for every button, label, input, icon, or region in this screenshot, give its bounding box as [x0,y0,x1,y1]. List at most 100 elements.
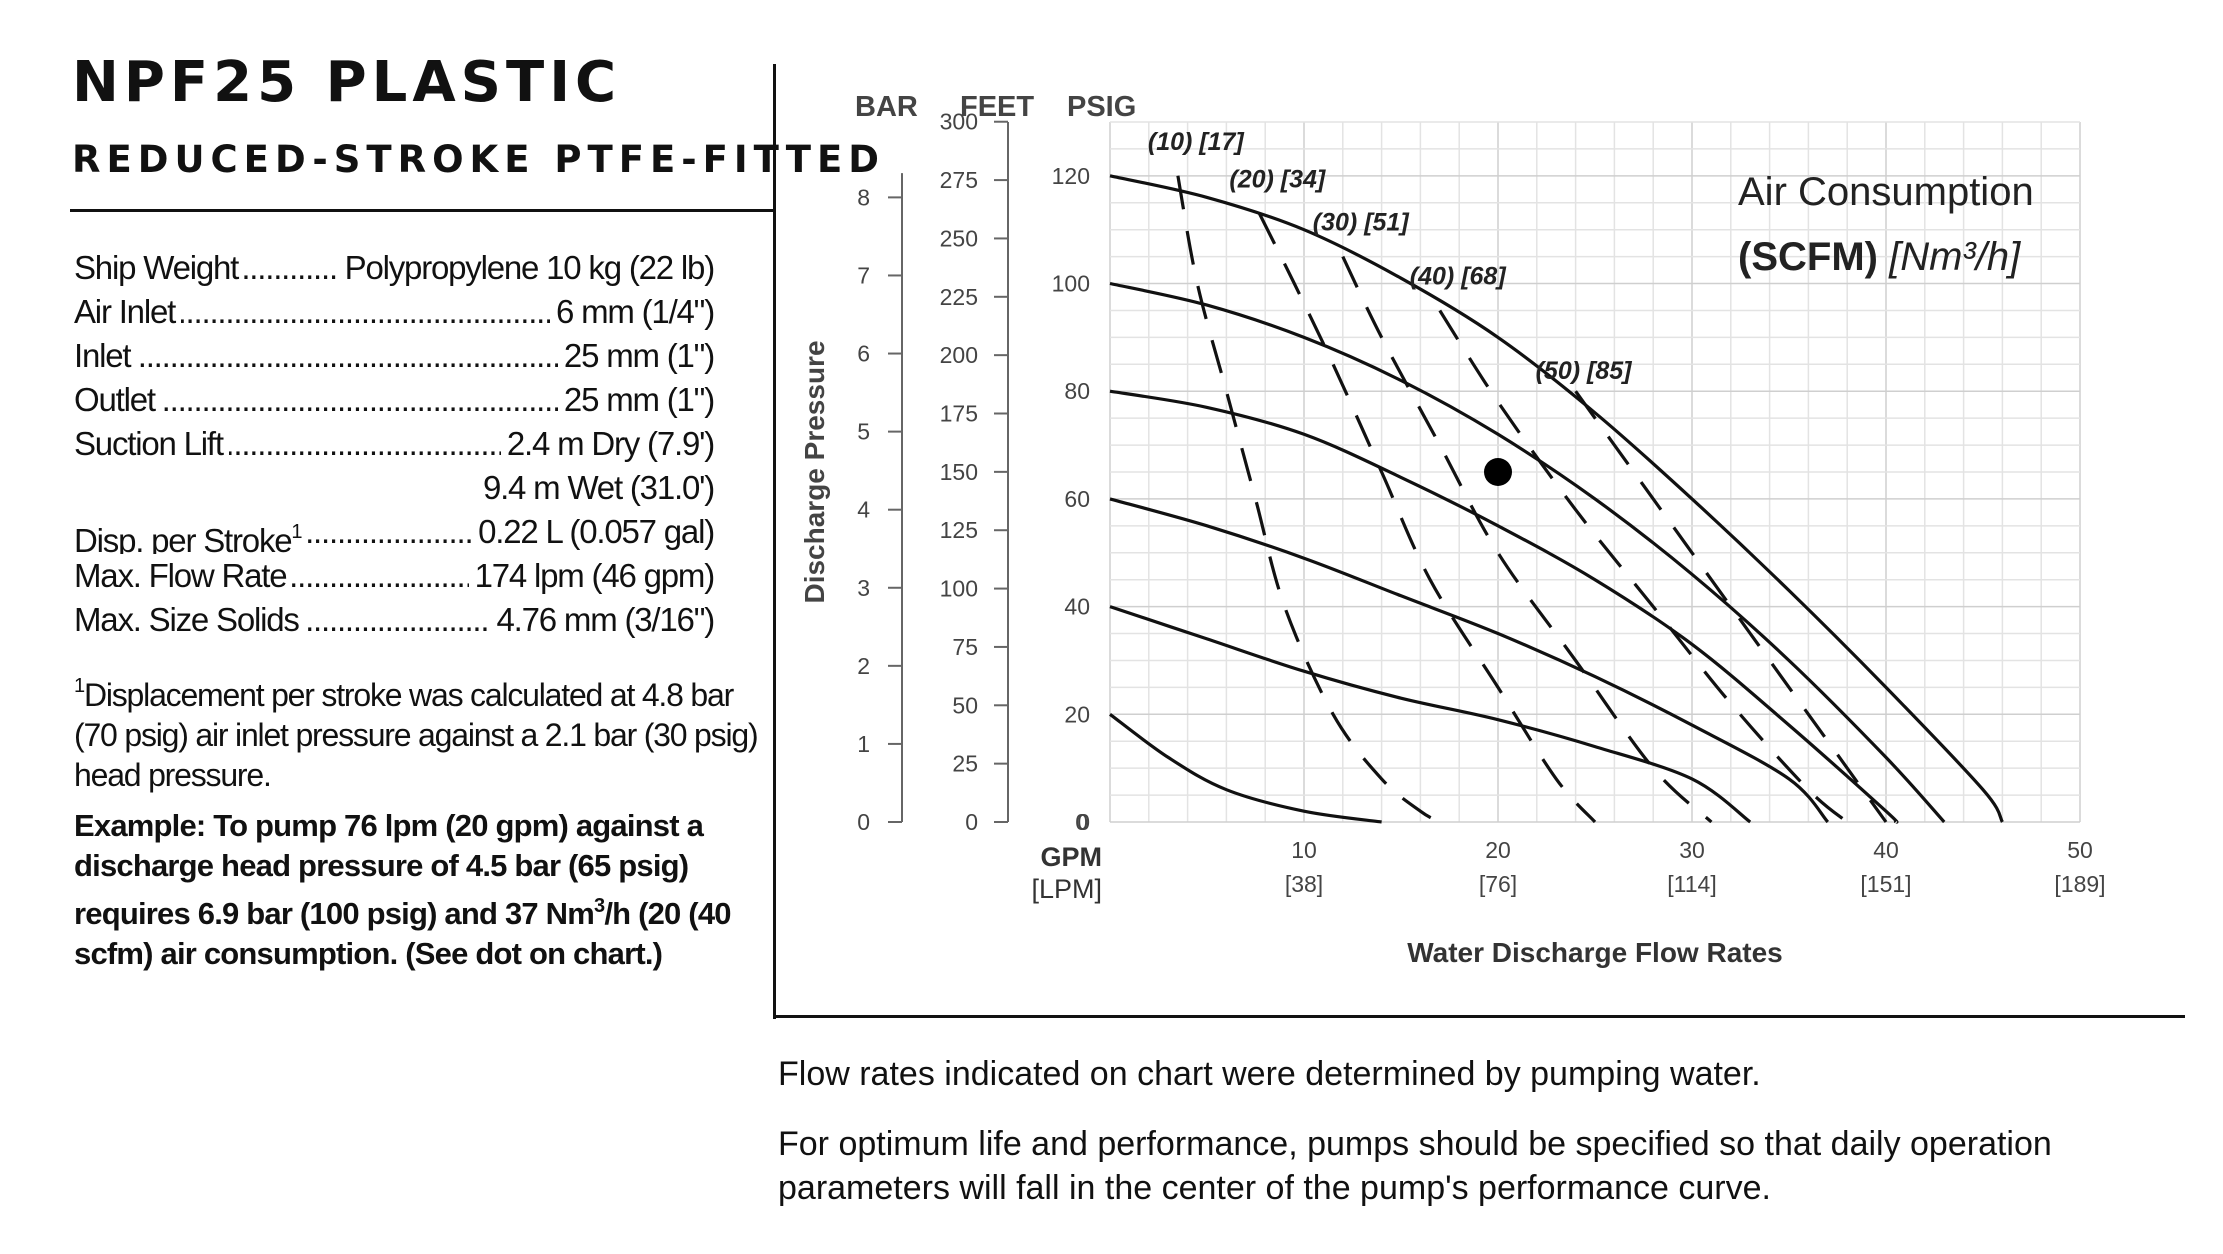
feet-tick-label: 175 [940,401,978,427]
spec-label: Max. Size Solids [74,598,305,642]
spec-label: Ship Weight [74,246,245,290]
air-consumption-curve [1257,212,1597,824]
psig-tick-label: 20 [1064,701,1090,727]
x-tick-label: 0 [1075,809,1088,835]
footnote-ref: 1 [291,521,302,543]
operating-point-dot [1484,458,1512,486]
x-tick-sublabel: [189] [2054,871,2105,897]
example-text: Example: To pump 76 lpm (20 gpm) against… [74,806,774,974]
spec-value: 0.22 L (0.057 gal) [472,510,714,554]
x-tick-label: 50 [2067,837,2093,863]
air-inlet-curve-80psig [1109,389,1899,824]
psig-tick-label: 40 [1064,594,1090,620]
psig-tick-label: 0 [1077,809,1090,835]
note-1: Flow rates indicated on chart were deter… [778,1055,1761,1093]
bar-tick-label: 3 [857,575,870,601]
feet-tick-label: 75 [952,634,978,660]
air-consumption-label: (30) [51] [1313,209,1411,237]
spec-label: Air Inlet [74,290,182,334]
x-tick-sublabel: [114] [1667,871,1716,897]
spec-row: ........................................… [74,334,714,378]
spec-value: 25 mm (1") [557,378,714,422]
spec-value: 6 mm (1/4") [549,290,714,334]
x-tick-sublabel: [38] [1285,871,1323,897]
chart-title-line1: Air Consumption [1738,170,2034,214]
notes: Flow rates indicated on chart were deter… [778,1052,2198,1236]
feet-tick-label: 125 [940,517,978,543]
feet-tick-label: 200 [940,342,978,368]
footnote-text: Displacement per stroke was calculated a… [74,677,759,793]
spec-label: Inlet [74,334,137,378]
spec-value: 4.76 mm (3/16") [490,598,714,642]
spec-row: ........................................… [74,246,714,290]
x-axis-label: Water Discharge Flow Rates [1407,937,1783,968]
spec-row: ........................................… [74,422,714,466]
spec-label: Outlet [74,378,161,422]
bar-tick-label: 5 [857,419,870,445]
spec-row: ........................................… [74,554,714,598]
spec-row: ........................................… [74,378,714,422]
psig-tick-label: 120 [1052,163,1090,189]
footnote-mark: 1 [74,675,85,697]
spec-label: Suction Lift [74,422,229,466]
vertical-divider [773,64,776,1019]
air-consumption-label: (40) [68] [1410,262,1508,290]
x-tick-label: 40 [1873,837,1899,863]
spec-value: 25 mm (1") [557,334,714,378]
bar-tick-label: 8 [857,184,870,210]
chart-title-nm3h: [Nm³/h] [1889,235,2021,279]
title-divider [70,209,774,212]
x-tick-label: 30 [1679,837,1705,863]
feet-tick-label: 50 [952,692,978,718]
example-sup: 3 [594,895,605,917]
feet-tick-label: 0 [965,809,978,835]
air-inlet-curve-120psig [1109,174,2004,823]
y-axis-label: Discharge Pressure [799,340,830,603]
spec-label: Max. Flow Rate [74,554,293,598]
air-consumption-curve [1341,255,1713,824]
bar-tick-label: 4 [857,497,870,523]
feet-tick-label: 275 [940,167,978,193]
bar-tick-label: 1 [857,731,870,757]
air-consumption-curve [1438,309,1849,824]
air-consumption-curve [1176,175,1441,824]
bar-tick-label: 2 [857,653,870,679]
performance-chart: BAR FEET PSIG01234567802550751001251501752… [799,91,2106,968]
chart-title-line2: (SCFM) [Nm³/h] [1738,235,2020,280]
bar-tick-label: 0 [857,809,870,835]
product-title: NPF25 PLASTIC [72,50,622,115]
feet-tick-label: 25 [952,751,978,777]
feet-tick-label: 225 [940,284,978,310]
note-2: For optimum life and performance, pumps … [778,1125,2052,1207]
spec-row: ........................................… [74,598,714,642]
x-tick-sublabel: [76] [1479,871,1517,897]
spec-value: Polypropylene 10 kg (22 lb) [338,246,714,290]
x-unit-lpm: [LPM] [1031,874,1102,904]
psig-tick-label: 60 [1064,486,1090,512]
axis-header: PSIG [1067,91,1136,123]
axis-header: BAR [855,91,918,123]
feet-tick-label: 250 [940,225,978,251]
feet-tick-label: 100 [940,576,978,602]
chart-title-scfm: (SCFM) [1738,235,1878,279]
bar-tick-label: 7 [857,262,870,288]
example-text-after: /h (20 (40 scfm) air consumption. (See d… [74,896,732,971]
spec-value: 174 lpm (46 gpm) [468,554,714,598]
product-subtitle: REDUCED-STROKE PTFE-FITTED [72,138,885,181]
axis-header: FEET [960,91,1034,123]
x-tick-label: 10 [1291,837,1317,863]
air-consumption-curve [1574,390,1888,823]
spec-label: Disp. per Stroke1 [74,510,308,554]
spec-value: 9.4 m Wet (31.0') [482,469,715,506]
psig-tick-label: 80 [1064,378,1090,404]
air-consumption-label: (10) [17] [1148,128,1246,156]
air-inlet-curve-60psig [1109,497,1830,824]
air-inlet-curve-40psig [1109,605,1752,824]
spec-row: ........................................… [74,290,714,334]
bar-tick-label: 6 [857,341,870,367]
spec-value: 2.4 m Dry (7.9') [500,422,714,466]
feet-tick-label: 150 [940,459,978,485]
example-text-before: Example: To pump 76 lpm (20 gpm) against… [74,808,704,931]
air-consumption-label: (50) [85] [1536,357,1634,385]
air-inlet-curve-20psig [1109,713,1382,824]
